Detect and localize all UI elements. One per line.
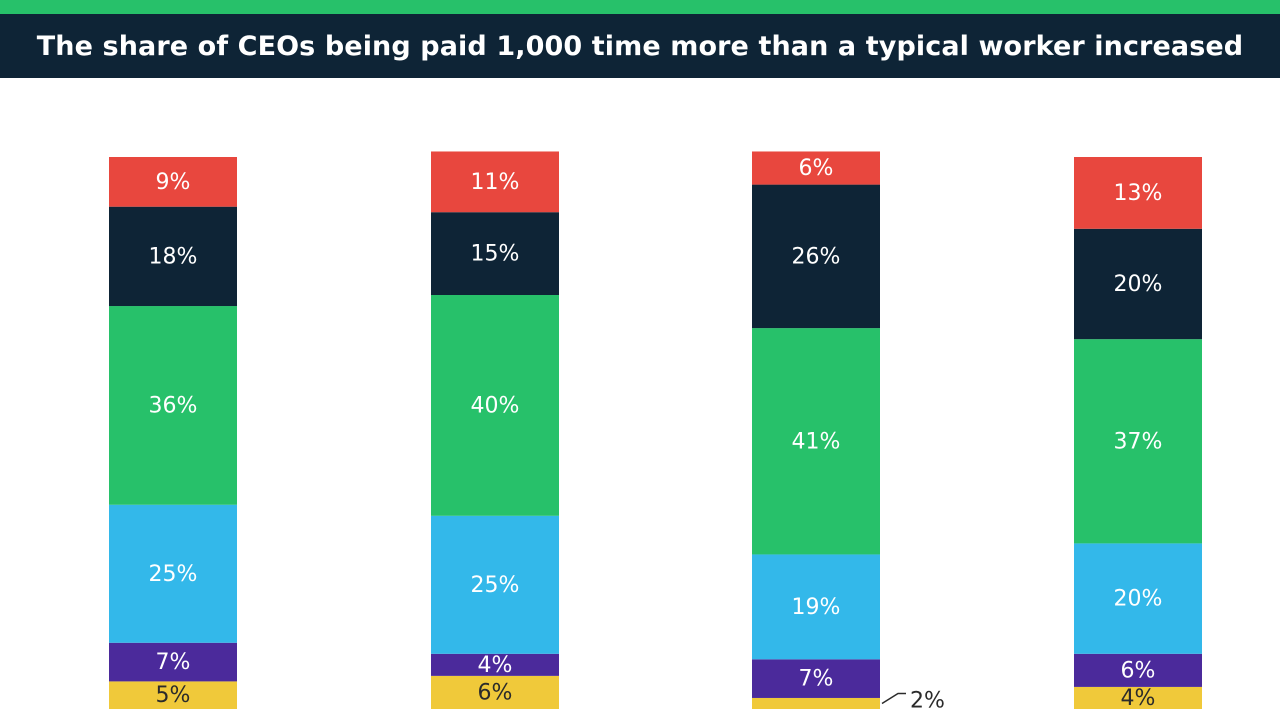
bar-segment xyxy=(109,681,237,709)
bar-segment xyxy=(109,504,237,643)
bar-segment xyxy=(109,157,237,207)
segment-value-label: 6% xyxy=(1121,658,1156,683)
header-bar: The share of CEOs being paid 1,000 time … xyxy=(0,14,1280,78)
bar-segment xyxy=(752,659,880,698)
segment-value-label: 36% xyxy=(149,393,198,418)
bar-segment xyxy=(431,151,559,213)
bar-segment xyxy=(1074,228,1202,340)
bar-segment xyxy=(752,554,880,660)
segment-value-label: 7% xyxy=(156,650,191,675)
segment-value-label: 37% xyxy=(1114,429,1163,454)
segment-value-label: 2% xyxy=(910,688,945,713)
segment-value-label: 5% xyxy=(156,683,191,708)
segment-value-label: 20% xyxy=(1114,272,1163,297)
segment-value-label: 18% xyxy=(149,244,198,269)
bar-segment xyxy=(431,675,559,709)
bar-segment xyxy=(431,295,559,516)
segment-value-label: 6% xyxy=(478,680,513,705)
segment-value-label: 9% xyxy=(156,170,191,195)
bar-segment xyxy=(431,212,559,295)
segment-value-label: 41% xyxy=(792,429,841,454)
bar-segment xyxy=(1074,157,1202,229)
bar-segment xyxy=(431,653,559,676)
segment-value-label: 4% xyxy=(1121,686,1156,711)
segment-value-label: 40% xyxy=(471,393,520,418)
segment-value-label: 13% xyxy=(1114,181,1163,206)
bar-segment xyxy=(1074,653,1202,687)
chart-title: The share of CEOs being paid 1,000 time … xyxy=(36,30,1244,62)
bar-segment xyxy=(109,306,237,505)
segment-value-label: 26% xyxy=(792,244,841,269)
segment-value-label: 4% xyxy=(478,653,513,678)
segment-value-label: 19% xyxy=(792,595,841,620)
bar-segment xyxy=(752,151,880,185)
bar-segment xyxy=(1074,686,1202,709)
segment-value-label: 25% xyxy=(471,573,520,598)
segment-value-label: 15% xyxy=(471,242,520,267)
bar-segment xyxy=(1074,543,1202,654)
bar-segment xyxy=(1074,339,1202,544)
bar-segment xyxy=(109,206,237,307)
callout-leader-line xyxy=(881,692,906,705)
bar-segment xyxy=(752,184,880,329)
top-accent-strip xyxy=(0,0,1280,14)
bar-segment xyxy=(752,328,880,555)
segment-value-label: 25% xyxy=(149,562,198,587)
bar-segment xyxy=(752,697,880,709)
segment-value-label: 20% xyxy=(1114,587,1163,612)
segment-value-label: 6% xyxy=(799,156,834,181)
segment-value-label: 7% xyxy=(799,667,834,692)
segment-value-label: 11% xyxy=(471,170,520,195)
bar-segment xyxy=(431,515,559,654)
bar-segment xyxy=(109,642,237,682)
